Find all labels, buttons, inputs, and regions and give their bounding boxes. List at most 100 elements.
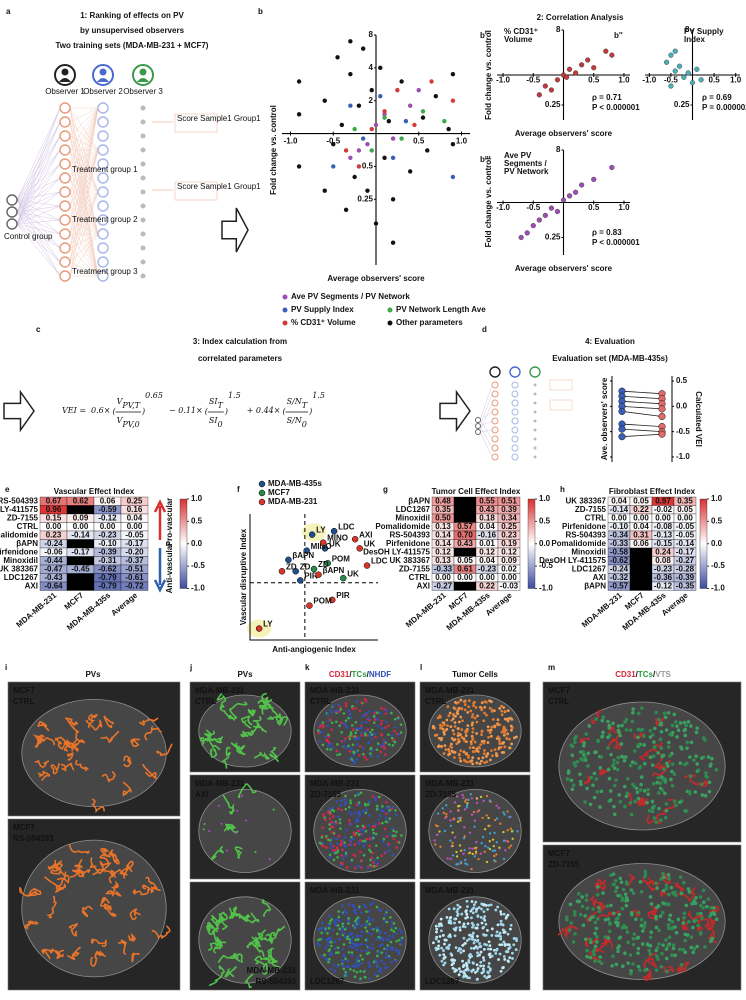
cell (380, 719, 384, 723)
panel-letter: e (5, 485, 10, 494)
cell (354, 919, 357, 923)
image-label: MDA-MB-231 (310, 686, 360, 695)
cell (639, 728, 643, 733)
cell (487, 735, 490, 739)
cell (493, 818, 497, 822)
cell (372, 721, 376, 724)
cell (499, 922, 503, 926)
cell (488, 706, 492, 710)
cell (355, 700, 359, 703)
cell (589, 775, 594, 780)
cell (344, 702, 348, 705)
y-axis-label: Fold change vs. control (269, 105, 278, 195)
data-point (591, 65, 597, 71)
colorbar-label: 0.5 (711, 516, 723, 525)
fraction-denominator-sub: 0 (302, 420, 307, 429)
vessel (66, 752, 74, 761)
sample-node (511, 435, 519, 443)
cell (324, 927, 328, 930)
cell (361, 958, 364, 961)
vessel (24, 920, 39, 930)
colorbar-label: 0.0 (711, 539, 723, 548)
cell (358, 905, 361, 909)
cell (482, 752, 486, 756)
cell (647, 808, 652, 813)
vessel (95, 950, 107, 957)
cell-value: 0.09 (501, 556, 517, 565)
cell (434, 824, 438, 827)
colorbar-label: -1.0 (191, 584, 205, 593)
cell (330, 941, 333, 944)
cell (376, 742, 380, 745)
cell (669, 777, 673, 782)
cell (356, 791, 359, 795)
image-panel-title: PVs (237, 670, 253, 679)
cell (361, 832, 364, 836)
sample-node (491, 399, 499, 407)
cell (457, 706, 461, 710)
cell (583, 755, 587, 760)
cell (670, 919, 675, 924)
cell (440, 959, 444, 963)
cell (445, 812, 448, 816)
data-point (356, 545, 363, 552)
cell (335, 720, 338, 724)
title-segment: CD31 (329, 670, 350, 679)
cell (208, 830, 211, 833)
sample-node (533, 455, 537, 459)
cell (339, 708, 343, 711)
cell (380, 854, 383, 858)
cell (375, 804, 379, 808)
cell (502, 811, 505, 814)
cell (485, 760, 489, 764)
vessel (660, 889, 669, 897)
cell (359, 934, 363, 938)
cell (495, 804, 498, 807)
cell (583, 800, 587, 804)
cell-value: 0.00 (501, 573, 517, 582)
cell (464, 916, 468, 920)
cell (364, 720, 368, 724)
cell (378, 795, 381, 799)
cell (651, 754, 656, 758)
cell (371, 737, 374, 741)
cell-value: 0.00 (655, 514, 671, 523)
cell (654, 710, 658, 715)
cell-value: 0.25 (127, 497, 143, 506)
cell (329, 748, 332, 751)
cell (470, 867, 473, 871)
cell (364, 733, 367, 737)
cell (466, 863, 469, 866)
vessel (607, 739, 621, 750)
y2-axis-label: Calculated VEI (694, 391, 703, 447)
fraction-numerator: SI (209, 397, 218, 406)
cell (342, 932, 346, 935)
cell (459, 860, 463, 864)
point-label: ZD (286, 562, 297, 571)
cell (483, 974, 487, 978)
cell (616, 724, 621, 728)
network-link (16, 211, 61, 235)
legend-swatch (282, 294, 288, 300)
cell (662, 711, 667, 716)
cell (503, 717, 507, 721)
cell (371, 828, 375, 832)
cell (614, 889, 618, 894)
cell (687, 890, 692, 894)
sample-node (59, 102, 71, 114)
cell (488, 824, 491, 827)
vessel (151, 925, 171, 940)
observer-head (61, 68, 69, 76)
cell (489, 903, 493, 907)
cell (360, 930, 364, 934)
data-point (324, 560, 331, 567)
cell-value: -0.27 (676, 556, 695, 565)
cell (393, 740, 397, 744)
y-axis-label: Ave. observers' score (600, 377, 609, 460)
sample-node (533, 428, 537, 432)
control-label: Control group (4, 232, 53, 241)
cell (474, 850, 478, 854)
cell (448, 711, 452, 715)
cell (480, 921, 484, 925)
sample-node (59, 116, 71, 128)
